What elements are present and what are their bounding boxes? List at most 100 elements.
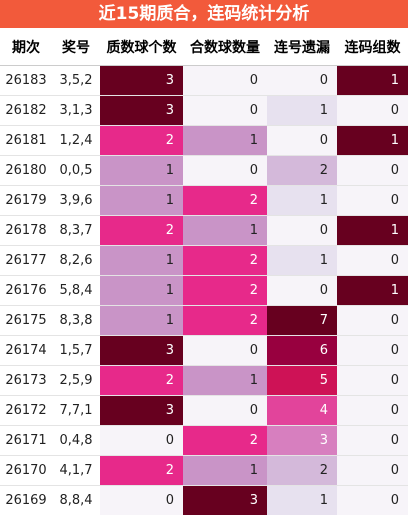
heat-cell: 3: [183, 485, 267, 515]
table-row: 26173 2,5,9 2 1 5 0: [0, 365, 408, 396]
heat-cell: 0: [183, 155, 267, 186]
title-bar: 近15期质合，连码统计分析: [0, 0, 408, 28]
text-cell: 8,3,8: [52, 305, 100, 336]
heat-cell: 1: [100, 185, 183, 216]
text-cell: 3,9,6: [52, 185, 100, 216]
heat-cell: 2: [183, 305, 267, 336]
heat-cell: 0: [337, 485, 408, 515]
heat-cell: 0: [100, 425, 183, 456]
text-cell: 5,8,4: [52, 275, 100, 306]
heat-cell: 0: [337, 155, 408, 186]
text-cell: 26177: [0, 245, 52, 276]
text-cell: 26178: [0, 215, 52, 246]
column-header: 期次: [0, 28, 52, 66]
text-cell: 1,2,4: [52, 125, 100, 156]
heat-cell: 0: [267, 275, 337, 306]
table-row: 26181 1,2,4 2 1 0 1: [0, 125, 408, 156]
table-row: 26183 3,5,2 3 0 0 1: [0, 65, 408, 96]
heat-cell: 2: [100, 125, 183, 156]
heat-cell: 2: [100, 365, 183, 396]
heat-cell: 2: [183, 185, 267, 216]
heat-cell: 1: [183, 125, 267, 156]
table-row: 26180 0,0,5 1 0 2 0: [0, 155, 408, 186]
text-cell: 26172: [0, 395, 52, 426]
heat-cell: 0: [183, 395, 267, 426]
text-cell: 3,1,3: [52, 95, 100, 126]
table-row: 26176 5,8,4 1 2 0 1: [0, 275, 408, 306]
heat-cell: 4: [267, 395, 337, 426]
heat-cell: 0: [183, 65, 267, 96]
text-cell: 26179: [0, 185, 52, 216]
heat-cell: 0: [267, 125, 337, 156]
text-cell: 26183: [0, 65, 52, 96]
heat-cell: 0: [337, 455, 408, 486]
heat-cell: 0: [337, 335, 408, 366]
column-header: 连码组数: [337, 28, 408, 66]
column-header: 质数球个数: [100, 28, 183, 66]
heat-cell: 1: [267, 95, 337, 126]
column-header: 奖号: [52, 28, 100, 66]
heat-cell: 1: [337, 65, 408, 96]
heat-cell: 3: [100, 395, 183, 426]
heat-cell: 0: [183, 95, 267, 126]
text-cell: 26176: [0, 275, 52, 306]
text-cell: 8,2,6: [52, 245, 100, 276]
heat-cell: 1: [267, 485, 337, 515]
table-row: 26172 7,7,1 3 0 4 0: [0, 395, 408, 426]
heat-cell: 2: [267, 155, 337, 186]
heat-cell: 1: [100, 305, 183, 336]
table-row: 26182 3,1,3 3 0 1 0: [0, 95, 408, 126]
table-row: 26178 8,3,7 2 1 0 1: [0, 215, 408, 246]
text-cell: 3,5,2: [52, 65, 100, 96]
heat-cell: 0: [337, 425, 408, 456]
heat-cell: 0: [337, 245, 408, 276]
heat-cell: 2: [183, 245, 267, 276]
heat-cell: 3: [100, 65, 183, 96]
table-row: 26177 8,2,6 1 2 1 0: [0, 245, 408, 276]
heat-cell: 0: [337, 95, 408, 126]
heat-cell: 1: [337, 275, 408, 306]
heat-cell: 0: [183, 335, 267, 366]
heat-cell: 2: [183, 425, 267, 456]
heat-cell: 2: [100, 455, 183, 486]
text-cell: 7,7,1: [52, 395, 100, 426]
text-cell: 26182: [0, 95, 52, 126]
heat-cell: 0: [337, 305, 408, 336]
heat-cell: 3: [100, 95, 183, 126]
heat-cell: 1: [337, 215, 408, 246]
heat-cell: 1: [183, 215, 267, 246]
text-cell: 26174: [0, 335, 52, 366]
text-cell: 26169: [0, 485, 52, 515]
text-cell: 2,5,9: [52, 365, 100, 396]
heat-cell: 0: [337, 185, 408, 216]
heat-cell: 6: [267, 335, 337, 366]
heat-cell: 1: [100, 155, 183, 186]
heat-cell: 0: [337, 395, 408, 426]
column-header: 连号遗漏: [267, 28, 337, 66]
heat-cell: 0: [337, 365, 408, 396]
heat-cell: 5: [267, 365, 337, 396]
text-cell: 8,8,4: [52, 485, 100, 515]
heat-cell: 2: [183, 275, 267, 306]
table-row: 26170 4,1,7 2 1 2 0: [0, 455, 408, 486]
text-cell: 26180: [0, 155, 52, 186]
text-cell: 26170: [0, 455, 52, 486]
heat-cell: 2: [267, 455, 337, 486]
table-row: 26179 3,9,6 1 2 1 0: [0, 185, 408, 216]
heat-cell: 0: [100, 485, 183, 515]
heat-cell: 1: [183, 455, 267, 486]
heat-cell: 1: [183, 365, 267, 396]
text-cell: 26171: [0, 425, 52, 456]
heat-cell: 0: [267, 215, 337, 246]
column-header: 合数球数量: [183, 28, 267, 66]
heat-cell: 1: [100, 245, 183, 276]
heat-cell: 1: [337, 125, 408, 156]
text-cell: 1,5,7: [52, 335, 100, 366]
heat-cell: 3: [100, 335, 183, 366]
heat-cell: 1: [267, 185, 337, 216]
table-row: 26171 0,4,8 0 2 3 0: [0, 425, 408, 456]
table-row: 26174 1,5,7 3 0 6 0: [0, 335, 408, 366]
text-cell: 0,0,5: [52, 155, 100, 186]
text-cell: 8,3,7: [52, 215, 100, 246]
